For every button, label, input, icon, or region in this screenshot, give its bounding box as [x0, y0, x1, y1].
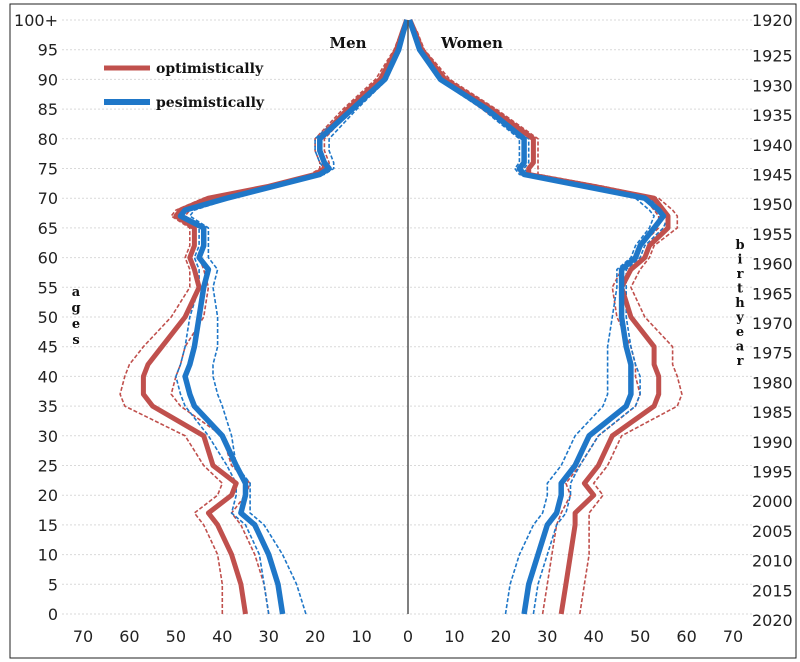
birth-year-tick-label: 2000: [752, 492, 793, 511]
birth-year-tick-label: 1935: [752, 106, 793, 125]
y-tick-label: 90: [38, 70, 58, 89]
legend: optimistically pesimistically: [104, 61, 265, 111]
right-axis-title-letter: r: [737, 354, 744, 369]
x-tick-label: 30: [537, 627, 557, 646]
right-axis-title-letter: i: [738, 253, 743, 268]
x-tick-label: 60: [119, 627, 139, 646]
birth-year-tick-label: 1960: [752, 255, 793, 274]
legend-label-pesimistically: pesimistically: [156, 95, 265, 111]
y-tick-label: 70: [38, 189, 58, 208]
birth-year-tick-label: 1975: [752, 344, 793, 363]
y-tick-label: 55: [38, 278, 58, 297]
y-tick-label: 100+: [14, 11, 58, 30]
x-tick-label: 20: [305, 627, 325, 646]
y-tick-label: 35: [38, 397, 58, 416]
y-tick-label: 25: [38, 457, 58, 476]
x-tick-label: 40: [212, 627, 232, 646]
y-tick-label: 20: [38, 486, 58, 505]
x-tick-label: 40: [584, 627, 604, 646]
right-axis-title-letter: y: [735, 311, 744, 326]
y-tick-label: 65: [38, 219, 58, 238]
birth-year-tick-label: 1945: [752, 166, 793, 185]
y-tick-label: 40: [38, 367, 58, 386]
y-tick-label: 5: [48, 575, 58, 594]
x-tick-label: 60: [676, 627, 696, 646]
pesimistically-men-lower-bound: [188, 19, 409, 615]
y-tick-label: 60: [38, 249, 58, 268]
chart-frame: [9, 3, 797, 659]
y-tick-label: 30: [38, 427, 58, 446]
pesimistically-women-upper-bound: [409, 19, 669, 615]
birth-year-tick-label: 1995: [752, 463, 793, 482]
x-tick-label: 50: [166, 627, 186, 646]
left-axis-title-letter: a: [72, 285, 81, 300]
birth-year-tick-label: 1955: [752, 225, 793, 244]
y-tick-label: 75: [38, 160, 58, 179]
birth-year-tick-label: 1990: [752, 433, 793, 452]
optimistically-women-line: [407, 19, 671, 615]
x-tick-label: 70: [73, 627, 93, 646]
birth-year-tick-label: 1930: [752, 76, 793, 95]
y-tick-label: 95: [38, 41, 58, 60]
birth-year-tick-label: 1920: [752, 11, 793, 30]
birth-year-tick-label: 1985: [752, 403, 793, 422]
birth-year-tick-label: 1970: [752, 314, 793, 333]
right-axis-title-letter: t: [737, 282, 743, 297]
right-axis-title-letter: a: [736, 340, 745, 355]
pesimistically-men-line: [177, 19, 410, 615]
birth-year-tick-label: 1925: [752, 47, 793, 66]
x-tick-label: 20: [491, 627, 511, 646]
right-axis-title-letter: r: [737, 267, 744, 282]
left-axis-title-letter: g: [71, 301, 80, 316]
y-tick-label: 85: [38, 100, 58, 119]
y-tick-label: 45: [38, 338, 58, 357]
legend-label-optimistically: optimistically: [156, 61, 264, 77]
birth-year-tick-label: 1965: [752, 284, 793, 303]
y-tick-label: 80: [38, 130, 58, 149]
x-tick-label: 10: [444, 627, 464, 646]
series-layer: [119, 19, 683, 615]
birth-year-tick-label: 1950: [752, 195, 793, 214]
left-axis-title-letter: e: [72, 317, 80, 332]
pesimistically-women-line: [406, 19, 667, 615]
birth-year-tick-label: 2015: [752, 581, 793, 600]
x-tick-label: 70: [723, 627, 743, 646]
x-tick-label: 10: [351, 627, 371, 646]
y-tick-label: 50: [38, 308, 58, 327]
birth-year-tick-label: 2005: [752, 522, 793, 541]
y-tick-label: 0: [48, 605, 58, 624]
y-tick-label: 10: [38, 546, 58, 565]
men-label: Men: [329, 34, 366, 52]
right-axis-title-letter: e: [736, 325, 744, 340]
right-axis-title-letter: b: [735, 238, 744, 253]
birth-year-tick-label: 2010: [752, 552, 793, 571]
women-label: Women: [440, 34, 503, 52]
pesimistically-women-lower-bound: [408, 19, 656, 615]
x-tick-label: 30: [259, 627, 279, 646]
birth-year-tick-label: 1980: [752, 373, 793, 392]
x-tick-label: 50: [630, 627, 650, 646]
optimistically-women-lower-bound: [408, 19, 660, 615]
optimistically-women-upper-bound: [409, 19, 683, 615]
tick-labels: 0 5 10 15 20 25 30 35 40 45 50 55 60 65 70 75 80 85 90 95 10…: [14, 11, 793, 646]
x-tick-label: 0: [403, 627, 413, 646]
birth-year-tick-label: 2020: [752, 611, 793, 630]
y-tick-label: 15: [38, 516, 58, 535]
right-axis-title-letter: h: [735, 296, 745, 311]
birth-year-tick-label: 1940: [752, 136, 793, 155]
left-axis-title-letter: s: [72, 333, 79, 348]
optimistically-men-upper-bound: [119, 19, 407, 614]
